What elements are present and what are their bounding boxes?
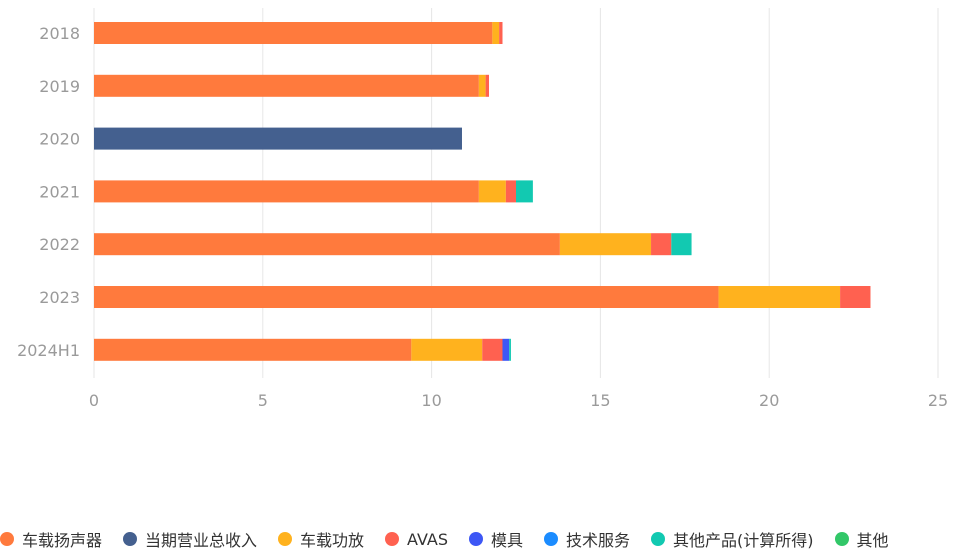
bar-segment	[559, 233, 652, 256]
x-tick-label: 20	[759, 391, 779, 410]
legend-marker	[469, 532, 483, 546]
legend-marker	[123, 532, 138, 546]
legend-label: 技术服务	[566, 531, 631, 550]
bar-segment	[94, 74, 479, 97]
bar-segment	[411, 338, 483, 361]
category-label: 2020	[39, 130, 80, 149]
legend-label: 其他	[856, 531, 889, 550]
x-tick-label: 25	[928, 391, 948, 410]
legend-marker	[278, 532, 293, 546]
legend-label: 模具	[491, 531, 524, 550]
category-label: 2019	[39, 77, 80, 96]
bar-segment	[502, 338, 510, 361]
category-label: 2024H1	[17, 341, 80, 360]
bar-segment	[94, 338, 412, 361]
bar-segment	[516, 180, 533, 203]
legend-item[interactable]: AVAS	[385, 530, 448, 549]
bar-segment	[485, 74, 489, 97]
legend-label: 其他产品(计算所得)	[673, 531, 814, 550]
bar-segment	[499, 22, 503, 44]
bar-segment	[478, 74, 486, 97]
bar-segment	[94, 180, 479, 203]
bar-segment	[509, 338, 511, 361]
bar-segment	[505, 180, 516, 203]
category-label: 2022	[39, 235, 80, 254]
legend-item[interactable]: 车载功放	[278, 527, 364, 551]
bar-segment	[94, 22, 493, 44]
legend-item[interactable]: 其他产品(计算所得)	[651, 527, 814, 551]
legend-item[interactable]: 当期营业总收入	[123, 527, 257, 551]
bars	[94, 22, 871, 361]
category-label: 2021	[39, 182, 80, 201]
legend-label: 车载扬声器	[22, 531, 103, 550]
legend-label: AVAS	[407, 529, 448, 549]
legend-item[interactable]: 车载扬声器	[0, 527, 102, 551]
legend-marker	[834, 532, 849, 546]
legend-marker	[544, 532, 559, 546]
bar-segment	[482, 338, 503, 361]
bar-chart: 2018 2019 2020 2021 2022 2023 2024H1 0 5 10 15 20 2…	[17, 8, 948, 410]
bar-segment	[718, 286, 841, 308]
x-tick-label: 10	[421, 391, 441, 410]
legend-marker	[651, 532, 666, 546]
x-tick-label: 0	[89, 391, 99, 410]
legend-label: 当期营业总收入	[145, 531, 258, 550]
x-tick-label: 15	[590, 391, 610, 410]
bar-segment	[651, 233, 672, 256]
legend-marker	[0, 532, 14, 546]
category-label: 2018	[39, 24, 80, 43]
legend-item[interactable]: 其他	[834, 527, 889, 551]
x-axis-tick-labels: 0 5 10 15 20 25	[89, 391, 948, 410]
legend-item[interactable]: 技术服务	[544, 527, 630, 551]
category-label: 2023	[39, 288, 80, 307]
category-labels: 2018 2019 2020 2021 2022 2023 2024H1	[17, 24, 80, 360]
bar-segment	[94, 127, 462, 150]
bar-segment	[94, 233, 560, 256]
bar-segment	[492, 22, 500, 44]
legend: 车载扬声器 当期营业总收入 车载功放 AVAS 模具 技术服务 其他产品(计算所得) 其他	[0, 524, 960, 554]
legend-marker	[385, 532, 400, 546]
bar-segment	[840, 286, 871, 308]
bar-segment	[671, 233, 692, 256]
legend-item[interactable]: 模具	[469, 527, 523, 551]
bar-segment	[94, 286, 719, 308]
legend-label: 车载功放	[300, 531, 365, 550]
x-tick-label: 5	[258, 391, 268, 410]
bar-segment	[478, 180, 506, 203]
